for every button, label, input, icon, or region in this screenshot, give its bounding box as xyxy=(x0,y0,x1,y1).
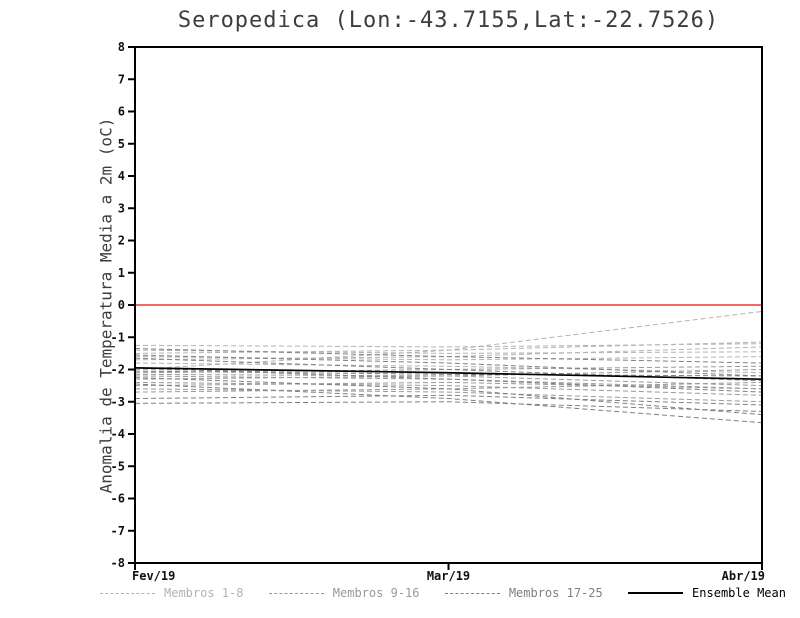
y-tick-label: -5 xyxy=(111,459,125,473)
member-line xyxy=(134,362,763,374)
dashed-line-sample-icon xyxy=(268,592,324,594)
legend-item-membros-1-8: Membros 1-8 xyxy=(100,586,243,600)
y-tick-label: -2 xyxy=(111,363,125,377)
y-tick-label: -8 xyxy=(111,556,125,570)
member-line xyxy=(134,310,763,370)
y-tick-label: 3 xyxy=(118,201,125,215)
legend-item-membros-9-16: Membros 9-16 xyxy=(268,586,420,600)
legend-label: Membros 1-8 xyxy=(164,586,244,600)
member-line xyxy=(134,381,763,393)
y-tick-label: 0 xyxy=(118,298,125,312)
y-tick-label: -3 xyxy=(111,395,125,409)
member-line xyxy=(134,348,763,364)
chart-title: Seropedica (Lon:-43.7155,Lat:-22.7526) xyxy=(177,8,720,33)
y-tick-label: 4 xyxy=(118,169,125,183)
legend-label: Membros 9-16 xyxy=(332,586,420,600)
y-tick-label: -1 xyxy=(111,330,125,344)
member-line xyxy=(134,381,763,396)
solid-line-sample-icon xyxy=(628,592,684,594)
legend: Membros 1-8 Membros 9-16 Membros 17-25 E… xyxy=(100,584,786,602)
x-tick-label: Abr/19 xyxy=(722,569,765,583)
member-line xyxy=(134,354,763,377)
y-tick-label: -6 xyxy=(111,492,125,506)
y-tick-label: 1 xyxy=(118,266,125,280)
plot-frame xyxy=(134,46,763,564)
member-line xyxy=(134,383,763,424)
dashed-line-sample-icon xyxy=(444,592,500,594)
legend-item-membros-17-25: Membros 17-25 xyxy=(444,586,603,600)
legend-label: Membros 17-25 xyxy=(508,586,603,600)
member-line xyxy=(134,341,763,354)
dashed-line-sample-icon xyxy=(100,592,155,594)
legend-label: Ensemble Mean xyxy=(692,586,786,600)
member-line xyxy=(134,394,763,406)
y-tick-label: 8 xyxy=(118,40,125,54)
y-tick-label: 6 xyxy=(118,105,125,119)
member-line xyxy=(134,401,763,412)
member-line xyxy=(134,381,763,390)
member-line xyxy=(134,377,763,416)
member-line xyxy=(134,343,763,348)
x-tick-label: Mar/19 xyxy=(427,569,470,583)
y-tick-label: 7 xyxy=(118,72,125,86)
y-tick-label: 5 xyxy=(118,137,125,151)
legend-item-ensemble-mean: Ensemble Mean xyxy=(628,586,786,600)
y-tick-label: -7 xyxy=(111,524,125,538)
y-tick-label: 2 xyxy=(118,234,125,248)
member-line xyxy=(134,388,763,403)
member-line xyxy=(134,370,763,377)
ensemble-mean-line xyxy=(134,367,763,381)
x-tick-label: Fev/19 xyxy=(132,569,175,583)
member-line xyxy=(134,367,763,393)
y-tick-label: -4 xyxy=(111,427,125,441)
